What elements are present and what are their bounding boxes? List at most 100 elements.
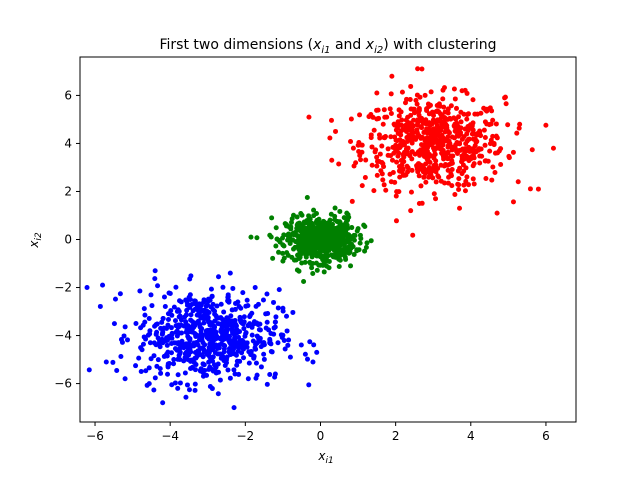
scatter-point — [162, 304, 168, 310]
scatter-point — [205, 315, 211, 321]
scatter-point — [273, 243, 279, 249]
scatter-point — [416, 173, 422, 179]
scatter-point — [362, 175, 368, 181]
scatter-point — [489, 177, 495, 183]
scatter-point — [243, 303, 249, 309]
scatter-point — [510, 199, 516, 205]
scatter-point — [248, 234, 254, 240]
scatter-point — [464, 90, 470, 96]
scatter-point — [427, 159, 433, 165]
scatter-point — [183, 319, 189, 325]
scatter-point — [234, 362, 240, 368]
scatter-point — [201, 320, 207, 326]
scatter-point — [478, 133, 484, 139]
scatter-point — [298, 342, 304, 348]
scatter-point — [330, 245, 336, 250]
scatter-point — [414, 127, 420, 133]
scatter-point — [200, 354, 206, 360]
scatter-point — [273, 314, 279, 320]
scatter-point — [161, 294, 167, 300]
scatter-point — [238, 340, 244, 346]
scatter-point — [211, 323, 217, 329]
scatter-point — [171, 361, 177, 367]
scatter-point — [190, 324, 196, 330]
scatter-point — [221, 309, 227, 315]
scatter-point — [235, 348, 241, 354]
scatter-point — [168, 308, 174, 314]
scatter-point — [314, 252, 320, 258]
scatter-point — [143, 368, 149, 374]
scatter-point — [454, 128, 460, 134]
scatter-point — [448, 103, 454, 109]
scatter-point — [111, 321, 117, 327]
scatter-point — [255, 322, 261, 328]
scatter-point — [477, 160, 483, 166]
scatter-point — [406, 133, 412, 139]
scatter-point — [312, 241, 318, 247]
scatter-point — [301, 247, 307, 253]
scatter-point — [152, 276, 158, 282]
scatter-point — [494, 135, 500, 141]
scatter-point — [251, 321, 257, 327]
x-tick-label: −6 — [86, 429, 104, 443]
scatter-point — [188, 312, 194, 318]
scatter-point — [337, 226, 343, 232]
scatter-point — [264, 381, 270, 387]
scatter-point — [225, 367, 231, 373]
scatter-point — [316, 240, 322, 246]
scatter-point — [199, 335, 205, 341]
x-tick-label: 4 — [467, 429, 475, 443]
scatter-point — [201, 362, 207, 368]
scatter-point — [369, 144, 375, 150]
scatter-point — [490, 164, 496, 170]
scatter-point — [344, 210, 350, 216]
scatter-point — [426, 128, 432, 134]
scatter-point — [255, 301, 261, 307]
scatter-point — [301, 220, 307, 226]
scatter-point — [213, 342, 219, 348]
scatter-point — [431, 191, 437, 197]
scatter-point — [461, 182, 467, 188]
scatter-point — [302, 351, 308, 357]
scatter-point — [306, 242, 312, 248]
scatter-point — [397, 168, 403, 174]
scatter-point — [414, 101, 420, 107]
y-tick-label: 4 — [64, 136, 72, 150]
scatter-point — [310, 270, 316, 276]
scatter-point — [535, 186, 541, 192]
scatter-point — [373, 147, 379, 153]
scatter-point — [146, 365, 152, 371]
scatter-point — [403, 172, 409, 178]
scatter-point — [298, 210, 304, 216]
scatter-point — [510, 149, 516, 155]
scatter-point — [371, 127, 377, 133]
scatter-point — [322, 239, 328, 245]
scatter-point — [403, 100, 408, 106]
scatter-point — [413, 135, 419, 141]
scatter-point — [222, 323, 228, 329]
scatter-point — [276, 249, 282, 255]
scatter-point — [426, 165, 432, 171]
scatter-point — [424, 156, 430, 162]
scatter-point — [394, 159, 400, 165]
scatter-point — [97, 303, 103, 309]
scatter-point — [435, 140, 441, 146]
scatter-point — [213, 313, 219, 319]
scatter-point — [409, 167, 415, 173]
scatter-point — [438, 143, 444, 149]
scatter-point — [351, 252, 357, 258]
scatter-point — [517, 121, 523, 127]
scatter-point — [336, 161, 342, 167]
scatter-point — [264, 319, 270, 325]
scatter-point — [117, 291, 123, 297]
scatter-point — [267, 336, 273, 342]
scatter-point — [228, 313, 234, 319]
scatter-point — [328, 232, 334, 238]
scatter-point — [327, 135, 333, 141]
scatter-point — [329, 117, 334, 123]
scatter-point — [443, 122, 449, 128]
scatter-point — [408, 112, 414, 118]
scatter-point — [337, 219, 343, 225]
scatter-point — [228, 341, 234, 347]
